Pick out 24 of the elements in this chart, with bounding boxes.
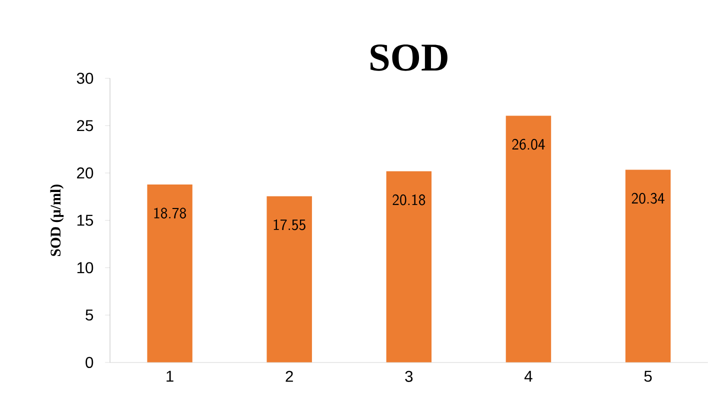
x-tick-label: 5 <box>644 370 652 382</box>
x-tick-label: 4 <box>524 370 532 382</box>
y-tick-label: 0 <box>86 356 94 368</box>
y-tick-label: 15 <box>77 214 94 226</box>
chart-title: SOD <box>370 44 448 71</box>
x-tick-label: 1 <box>166 370 174 382</box>
bar <box>625 170 671 362</box>
y-tick-label: 20 <box>77 167 94 179</box>
data-label: 20.18 <box>392 194 426 206</box>
data-label: 26.04 <box>512 138 545 150</box>
x-tick-label: 3 <box>405 370 413 382</box>
bar <box>506 116 552 362</box>
bar <box>266 196 312 362</box>
x-tick-label: 2 <box>286 370 293 382</box>
bar <box>386 171 432 362</box>
y-axis-title: SOD (µ/ml) <box>50 184 64 256</box>
data-label: 20.34 <box>632 192 664 204</box>
data-label: 18.78 <box>154 208 186 218</box>
data-label: 17.55 <box>274 219 306 230</box>
y-tick-label: 30 <box>76 72 94 84</box>
bar <box>147 184 192 362</box>
y-tick-label: 25 <box>77 120 94 132</box>
y-tick-label: 5 <box>86 310 94 321</box>
y-tick-label: 10 <box>77 262 94 274</box>
